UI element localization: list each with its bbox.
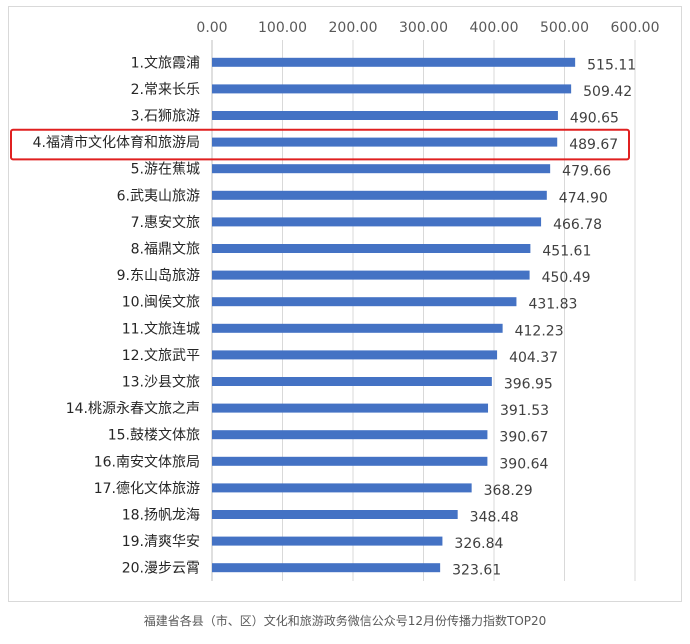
bar [212, 111, 558, 120]
bar [212, 377, 492, 386]
category-label: 7.惠安文旅 [131, 215, 200, 231]
category-label: 18.扬帆龙海 [122, 508, 200, 524]
value-label: 391.53 [500, 403, 549, 419]
bar [212, 217, 542, 227]
category-label: 4.福清市文化体育和旅游局 [33, 134, 200, 151]
value-label: 490.65 [570, 111, 619, 127]
value-label: 390.64 [499, 456, 548, 472]
value-label: 479.66 [562, 164, 611, 180]
value-label: 390.67 [499, 430, 548, 446]
bar [212, 483, 472, 493]
category-label: 1.文旅霞浦 [131, 55, 200, 71]
category-label: 16.南安文体旅局 [94, 454, 200, 470]
category-label: 20.漫步云霄 [122, 561, 200, 577]
bar [212, 297, 517, 307]
bar [212, 403, 489, 413]
bar [212, 84, 572, 94]
value-label: 474.90 [559, 190, 608, 206]
value-label: 412.23 [515, 323, 564, 339]
bar [212, 456, 488, 466]
x-tick-label: 500.00 [540, 20, 589, 36]
bar [212, 190, 547, 200]
category-label: 10.闽侯文旅 [122, 295, 200, 311]
value-label: 489.67 [569, 137, 618, 153]
value-label: 323.61 [452, 563, 501, 579]
value-label: 368.29 [484, 483, 533, 499]
value-label: 466.78 [553, 217, 602, 233]
bar [212, 323, 503, 333]
category-label: 19.清爽华安 [122, 534, 200, 550]
bar [212, 270, 530, 280]
value-label: 348.48 [470, 510, 519, 526]
bar-chart: 0.00 100.00 200.00 300.00 400.00 500.00 600.00… [10, 20, 660, 581]
bar [212, 244, 531, 253]
x-tick-label: 600.00 [611, 20, 660, 36]
bar [212, 164, 551, 174]
category-label: 2.常来长乐 [131, 82, 200, 98]
value-label: 515.11 [587, 57, 636, 73]
value-label: 404.37 [509, 350, 558, 366]
chart-caption: 福建省各县（市、区）文化和旅游政务微信公众号12月份传播力指数TOP20 [143, 614, 547, 628]
category-label: 5.游在蕉城 [131, 162, 200, 178]
category-label: 12.文旅武平 [122, 348, 200, 364]
category-label: 9.东山岛旅游 [117, 268, 200, 284]
value-label: 451.61 [542, 244, 591, 260]
category-label: 15.鼓楼文体旅 [108, 428, 200, 444]
bar [212, 57, 576, 67]
value-label: 450.49 [542, 270, 591, 286]
category-label: 6.武夷山旅游 [117, 188, 200, 204]
bar [212, 350, 498, 360]
bar [212, 430, 488, 440]
highlight-box [10, 128, 630, 161]
value-label: 431.83 [528, 297, 577, 313]
x-tick-label: 100.00 [258, 20, 307, 36]
category-label: 13.沙县文旅 [122, 375, 200, 391]
bar [212, 510, 458, 519]
category-label: 11.文旅连城 [122, 321, 200, 337]
bar [212, 563, 441, 573]
value-label: 509.42 [583, 84, 632, 100]
x-tick-label: 400.00 [470, 20, 519, 36]
bar [212, 536, 443, 546]
category-label: 17.德化文体旅游 [94, 481, 200, 497]
x-tick-label: 300.00 [399, 20, 448, 36]
value-label: 326.84 [454, 536, 503, 552]
category-label: 14.桃源永春文旅之声 [66, 401, 200, 417]
category-label: 8.福鼎文旅 [131, 242, 200, 258]
category-label: 3.石狮旅游 [131, 109, 200, 125]
x-tick-label: 0.00 [196, 20, 227, 36]
x-tick-label: 200.00 [329, 20, 378, 36]
bar [212, 137, 558, 147]
value-label: 396.95 [504, 377, 553, 393]
